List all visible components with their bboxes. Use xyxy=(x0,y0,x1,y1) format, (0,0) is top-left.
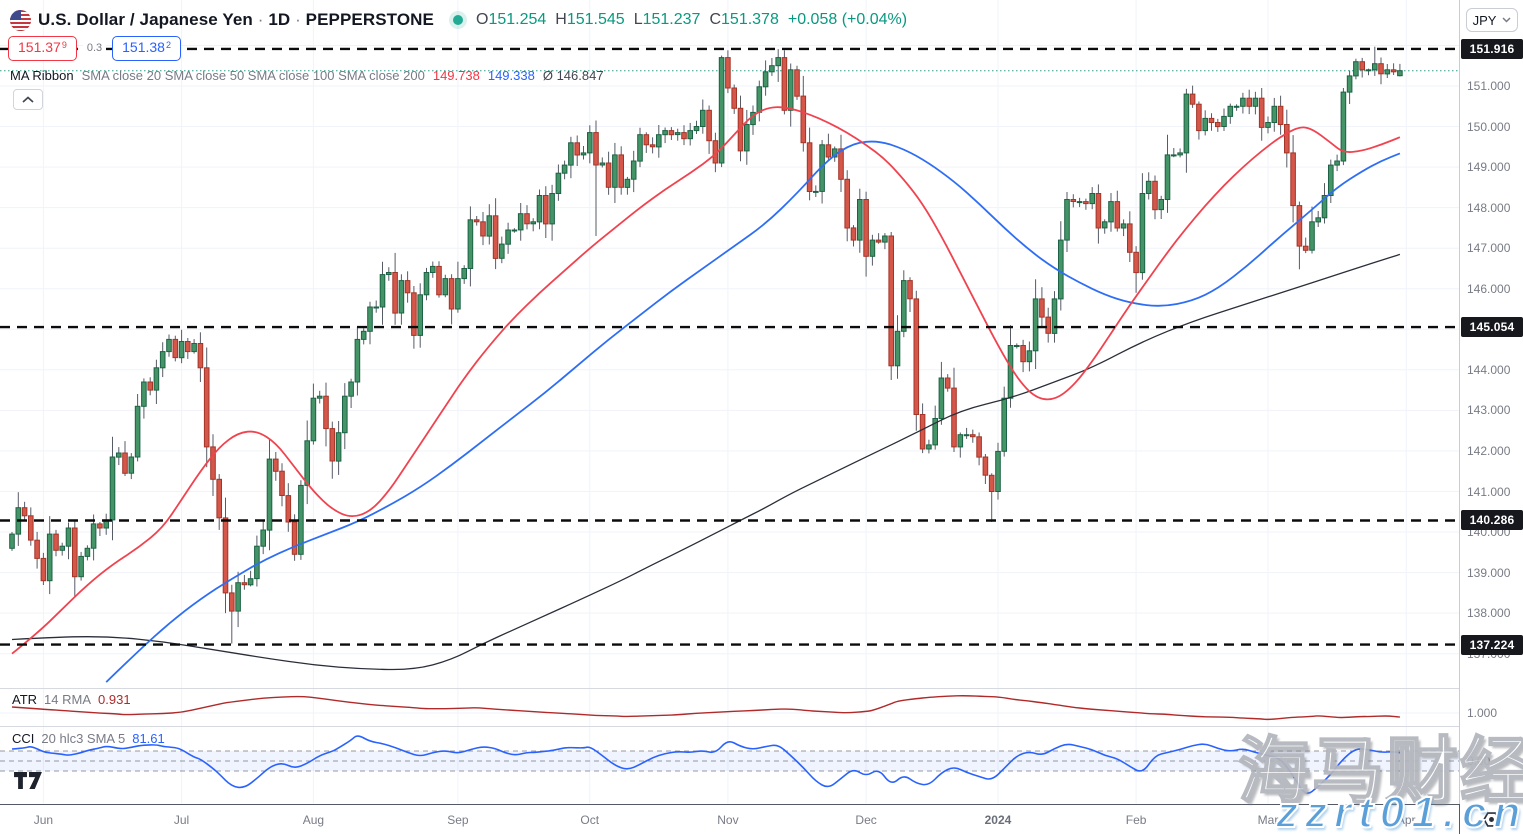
chevron-down-icon xyxy=(1502,17,1511,23)
sma20-value: 149.738 xyxy=(432,67,480,83)
month-label: Feb xyxy=(1125,813,1147,827)
axis-settings-corner[interactable] xyxy=(1459,804,1523,834)
watermark-url: zzrt01.cn xyxy=(1275,787,1523,834)
price-tick-label: 147.000 xyxy=(1467,241,1511,256)
open-value: 151.254 xyxy=(488,11,547,28)
low-value: 151.237 xyxy=(642,11,701,28)
indicator-tick-label: 0.00 xyxy=(1467,754,1491,768)
spread-value: 0.3 xyxy=(82,41,107,55)
price-tick-label: 144.000 xyxy=(1467,362,1511,377)
symbol-header: U.S. Dollar / Japanese Yen · 1D · PEPPER… xyxy=(10,8,907,32)
ma-ribbon-params: SMA close 20 SMA close 50 SMA close 100 … xyxy=(81,67,425,83)
bid-ask-row: 151.37 9 0.3 151.38 2 xyxy=(8,35,181,61)
price-tick-label: 138.000 xyxy=(1467,606,1511,621)
gear-icon xyxy=(1483,811,1500,827)
price-tick-label: 142.000 xyxy=(1467,443,1511,458)
month-label: Dec xyxy=(855,813,877,827)
atr-legend[interactable]: ATR 14 RMA 0.931 xyxy=(12,692,131,707)
currency-dropdown[interactable]: JPY xyxy=(1466,8,1518,32)
close-value: 151.378 xyxy=(721,11,779,28)
change-value: +0.058 (+0.04%) xyxy=(787,11,908,28)
separator: · xyxy=(295,10,301,29)
month-label: Oct xyxy=(580,813,600,827)
atr-params: 14 RMA xyxy=(44,692,92,707)
price-tick-label: 149.000 xyxy=(1467,160,1511,175)
tradingview-logo[interactable] xyxy=(14,772,44,794)
sma50-value: 149.338 xyxy=(487,67,535,83)
high-value: 151.545 xyxy=(566,11,625,28)
month-label: Sep xyxy=(447,813,469,827)
price-level-badge: 151.916 xyxy=(1461,38,1523,59)
price-tick-label: 141.000 xyxy=(1467,484,1511,499)
ma-ribbon-legend[interactable]: MA Ribbon SMA close 20 SMA close 50 SMA … xyxy=(10,66,604,84)
timeframe[interactable]: 1D xyxy=(268,10,291,29)
price-tick-label: 146.000 xyxy=(1467,281,1511,296)
month-label: Jun xyxy=(33,813,54,827)
month-label: Nov xyxy=(717,813,739,827)
exchange-name: PEPPERSTONE xyxy=(305,10,434,29)
cci-legend[interactable]: CCI 20 hlc3 SMA 5 81.61 xyxy=(12,731,165,746)
sma-average-value: Ø 146.847 xyxy=(542,67,604,83)
price-tick-label: 139.000 xyxy=(1467,565,1511,580)
month-label: Aug xyxy=(302,813,325,827)
month-label: Jul xyxy=(173,813,190,827)
us-flag-icon xyxy=(10,9,31,31)
price-tick-label: 151.000 xyxy=(1467,79,1511,93)
price-axis[interactable]: JPY 151.000 150.000 149.000 148.000 147.000 1… xyxy=(1459,0,1523,804)
bid-price-badge[interactable]: 151.37 9 xyxy=(8,35,77,61)
month-label: Mar xyxy=(1257,813,1279,827)
watermark-brand: 海马财经 xyxy=(1237,728,1523,814)
indicator-tick-label: 1.000 xyxy=(1467,706,1498,720)
ask-price-badge[interactable]: 151.38 2 xyxy=(112,35,181,61)
collapse-legend-button[interactable] xyxy=(13,89,43,110)
month-label: Apr xyxy=(1396,813,1416,827)
cci-params: 20 hlc3 SMA 5 xyxy=(41,731,126,746)
atr-value: 0.931 xyxy=(98,692,131,707)
cci-title: CCI xyxy=(12,731,35,746)
month-label: 2024 xyxy=(984,813,1012,827)
chevron-up-icon xyxy=(22,95,34,103)
ma-ribbon-title: MA Ribbon xyxy=(10,67,74,83)
price-level-badge: 140.286 xyxy=(1461,510,1523,531)
price-tick-label: 148.000 xyxy=(1467,200,1511,215)
price-tick-label: 143.000 xyxy=(1467,403,1511,418)
atr-title: ATR xyxy=(12,692,38,707)
market-status-dot-icon[interactable] xyxy=(453,15,463,25)
price-level-badge: 145.054 xyxy=(1461,317,1523,338)
ohlc-readout: O151.254 H151.545 L151.237 C151.378 +0.0… xyxy=(476,11,908,28)
symbol-title[interactable]: U.S. Dollar / Japanese Yen · 1D · PEPPER… xyxy=(38,10,434,29)
price-level-badge: 137.224 xyxy=(1461,634,1523,655)
cci-value: 81.61 xyxy=(132,731,165,746)
separator: · xyxy=(257,10,264,29)
price-tick-label: 150.000 xyxy=(1467,119,1511,134)
time-axis[interactable]: Jun Jul Aug Sep Oct Nov Dec 2024 Feb Mar Apr xyxy=(0,804,1523,834)
tradingview-logo-icon xyxy=(14,772,42,789)
